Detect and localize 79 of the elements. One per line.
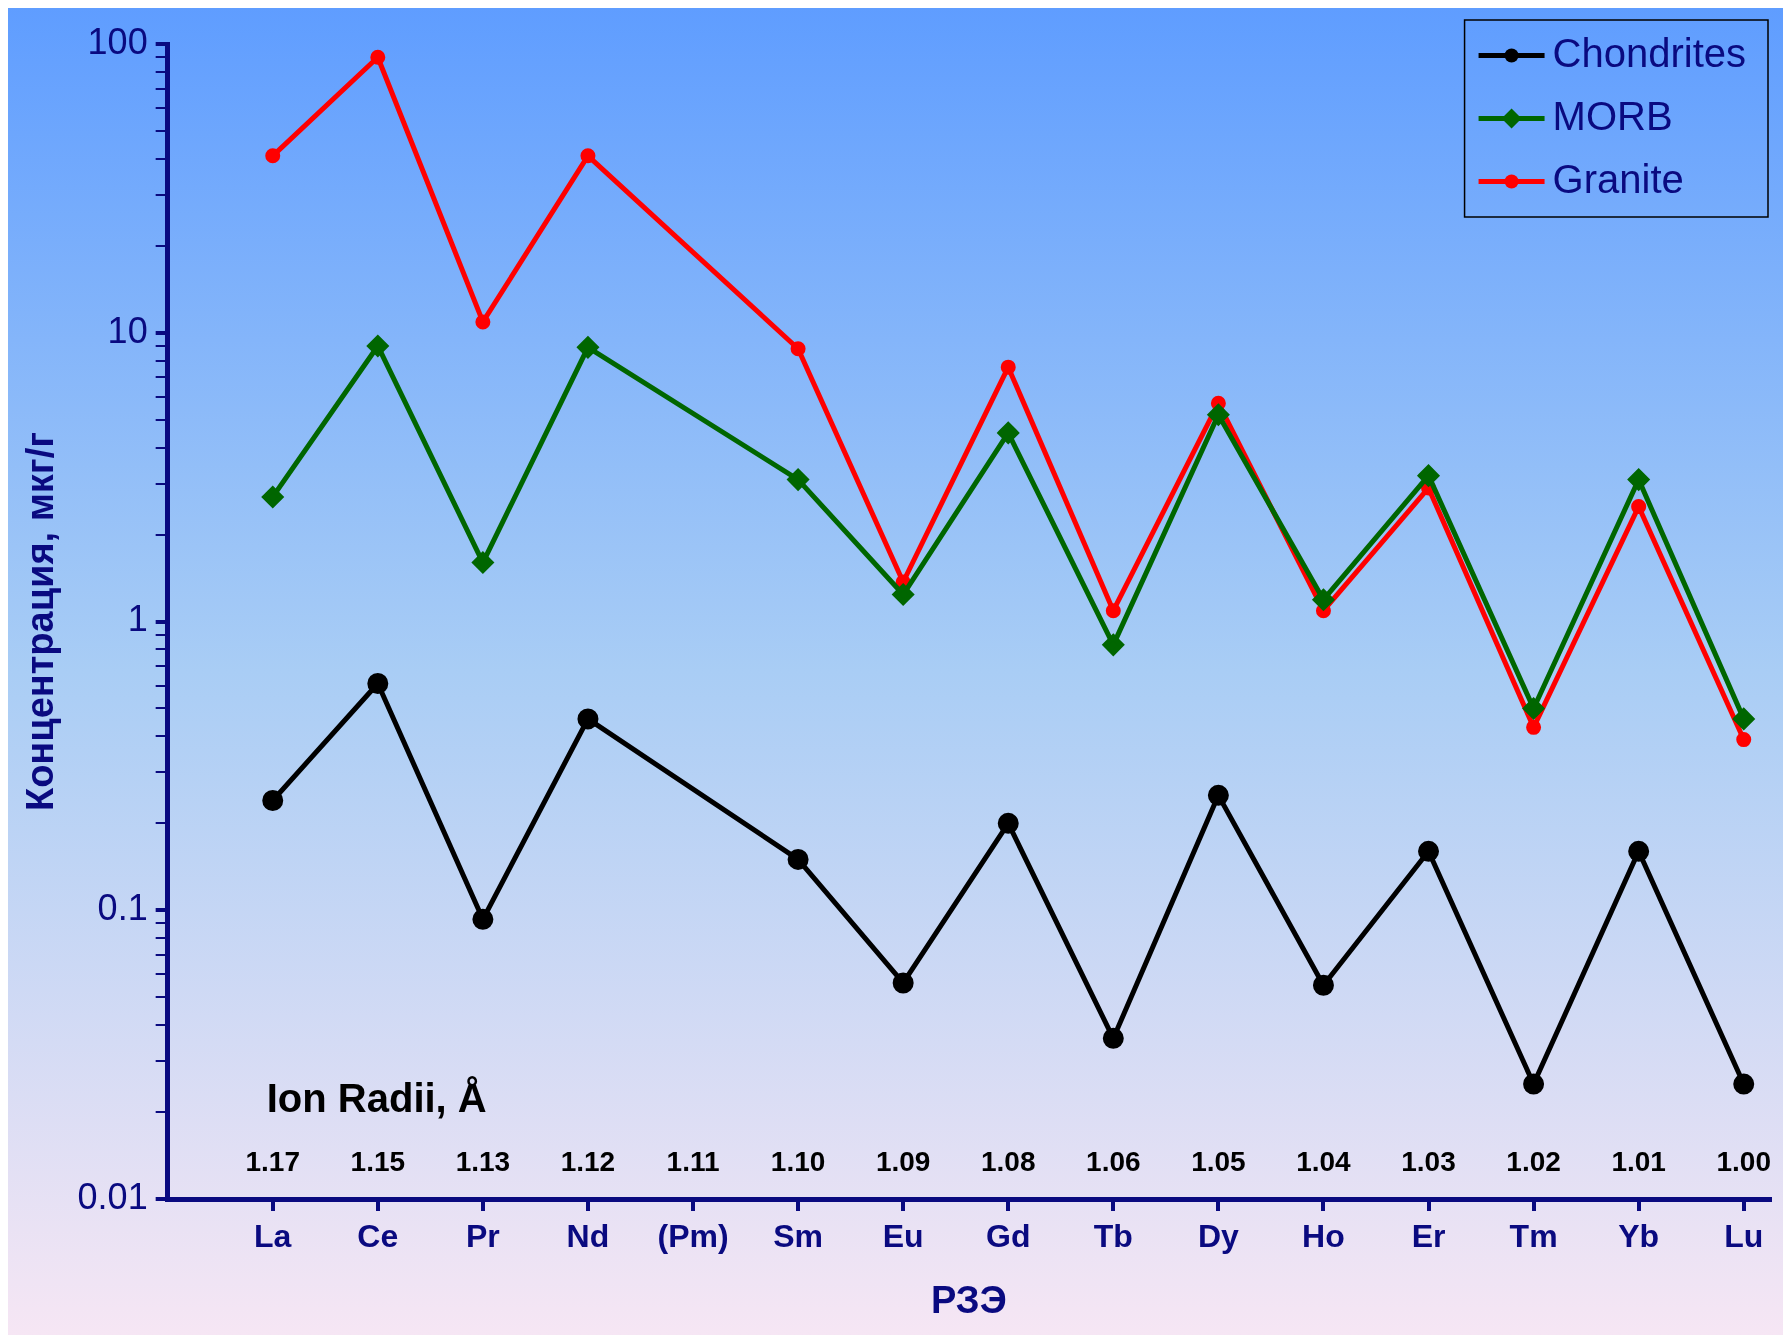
point [1526,719,1542,735]
point [892,584,914,606]
annotation: 1.11 [666,1145,720,1177]
x-tick-label: Gd [986,1218,1031,1255]
annotation: 1.03 [1401,1145,1456,1177]
x-tick-label: La [254,1218,292,1255]
y-tick-label: 1 [127,598,148,640]
point [787,469,809,491]
x-tick-label: Dy [1197,1218,1240,1255]
legend-label: Chondrites [1552,30,1746,75]
point [577,336,599,358]
annotation: 1.02 [1506,1145,1561,1177]
point [1628,840,1650,862]
point [367,335,389,357]
y-tick-label: 100 [87,20,148,62]
x-tick-label: Eu [882,1218,924,1255]
annotation: 1.09 [875,1145,931,1177]
point [577,708,599,730]
point [1733,1073,1755,1095]
x-tick-label: (Pm) [657,1218,729,1255]
annotation: 1.08 [980,1145,1036,1177]
annotation: 1.10 [770,1145,826,1177]
x-tick-label: Ce [357,1218,399,1255]
point [1523,1073,1545,1095]
y-axis-title: Концентрация, мкг/г [19,431,62,812]
x-tick-label: Ho [1302,1218,1345,1255]
point [1102,1027,1124,1049]
annotation: Ion Radii, Å [266,1076,487,1121]
legend-label: Granite [1552,156,1684,201]
x-axis-title: РЗЭ [930,1278,1007,1321]
point [1105,603,1121,619]
x-tick-label: Sm [773,1218,823,1255]
x-tick-label: Er [1411,1218,1446,1255]
x-tick-label: Tb [1093,1218,1133,1255]
annotation: 1.00 [1716,1145,1771,1177]
y-tick-label: 10 [107,309,148,351]
point [1418,465,1440,487]
annotation: 1.17 [245,1145,300,1177]
point [1207,784,1229,806]
point [370,49,386,65]
point [262,486,284,508]
annotation: 1.04 [1296,1145,1352,1177]
point [1631,499,1647,515]
annotation: 1.15 [350,1145,406,1177]
point [265,148,281,164]
point [1628,469,1650,491]
point [472,552,494,574]
point [1523,697,1545,719]
point [790,341,806,357]
x-tick-label: Yb [1618,1218,1660,1255]
annotation: 1.12 [560,1145,616,1177]
point [892,972,914,994]
legend-label: MORB [1552,93,1673,138]
point [1736,732,1752,748]
x-tick-label: Tm [1509,1218,1558,1255]
point [1733,708,1755,730]
point [580,148,596,164]
point [997,422,1019,444]
x-tick-label: Nd [566,1218,610,1255]
y-tick-label: 0.1 [97,887,148,929]
point [1312,974,1334,996]
x-tick-label: Pr [465,1218,500,1255]
annotation: 1.13 [455,1145,511,1177]
y-tick-label: 0.01 [77,1175,148,1217]
point [262,789,284,811]
point [475,314,491,330]
point [1207,404,1229,426]
annotation: 1.01 [1611,1145,1666,1177]
point [1000,359,1016,375]
point [1312,589,1334,611]
point [997,812,1019,834]
point [367,672,389,694]
annotation: 1.05 [1191,1145,1246,1177]
x-tick-label: Lu [1724,1218,1764,1255]
point [1102,634,1124,656]
point [472,908,494,930]
point [787,848,809,870]
annotation: 1.06 [1086,1145,1141,1177]
point [1418,840,1440,862]
